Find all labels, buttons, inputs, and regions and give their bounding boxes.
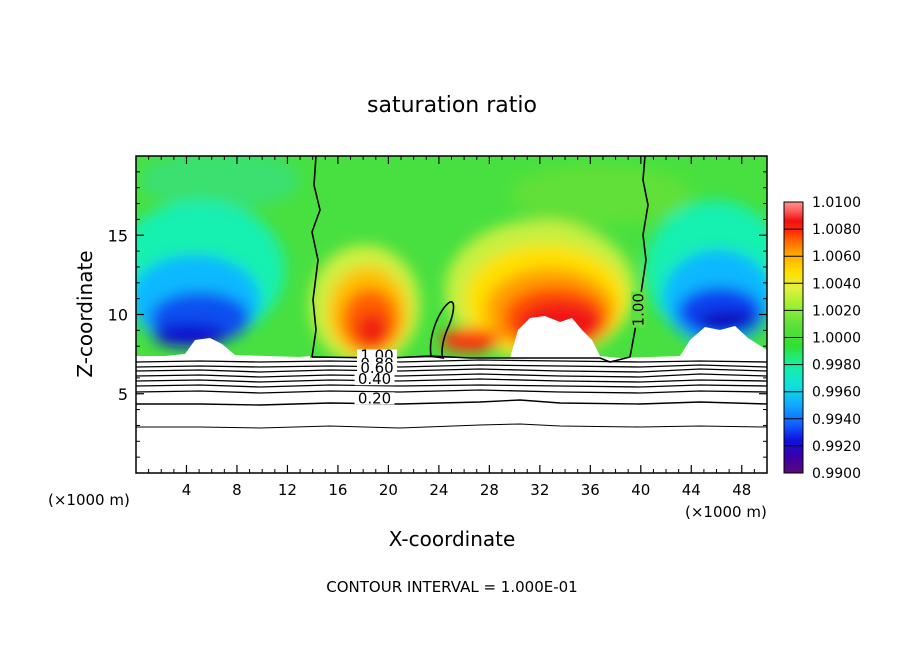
contour-label: 0.60: [360, 359, 393, 377]
colorbar-tick-label: 0.9920: [812, 439, 861, 455]
chart-title: saturation ratio: [367, 93, 537, 118]
x-tick-label: 24: [429, 481, 448, 499]
x-axis: 4 8 12 16 20 24 28 32 36 40 44 48: [148, 156, 755, 499]
field-blob: [356, 312, 388, 348]
field-blob: [698, 310, 758, 334]
contour-label-mask: [357, 362, 398, 375]
white-region: [136, 358, 767, 473]
colorbar-tick-label: 0.9980: [812, 358, 861, 374]
colorbar-ticks: 1.0100 1.0080 1.0060 1.0040 1.0020 1.0000 0.99…: [784, 195, 861, 482]
contour-interval-note: CONTOUR INTERVAL = 1.000E-01: [326, 578, 577, 596]
field-blob: [510, 165, 690, 225]
x-tick-label: 12: [278, 481, 297, 499]
field-blob: [140, 156, 300, 210]
contour-label-mask: [354, 392, 395, 405]
colorbar-tick-label: 1.0080: [812, 222, 861, 238]
x-tick-label: 20: [379, 481, 398, 499]
contour-line: [136, 384, 767, 388]
contour-line: [136, 399, 767, 406]
contour-line: [136, 423, 767, 429]
x-tick-label: 40: [631, 481, 650, 499]
contour-label-mask: [354, 373, 395, 386]
x-tick-label: 48: [732, 481, 751, 499]
colorbar-tick-label: 1.0060: [812, 249, 861, 265]
contour-line: [136, 364, 767, 368]
y-axis: 5 10 15: [108, 171, 767, 458]
colorbar-tick-label: 1.0020: [812, 303, 861, 319]
contour-line: [311, 156, 321, 358]
heatmap-field: [136, 156, 767, 473]
contour-line: [136, 389, 767, 394]
contour-line: [136, 373, 767, 378]
field-blob: [440, 328, 500, 352]
y-axis-label: Z-coordinate: [73, 250, 97, 377]
contour-line: [136, 359, 767, 363]
contour-label: 1.00: [629, 293, 647, 326]
y-tick-label: 15: [108, 226, 128, 245]
colorbar-tick-label: 1.0000: [812, 331, 861, 347]
x-tick-label: 44: [682, 481, 701, 499]
x-tick-label: 36: [581, 481, 600, 499]
contour-line: [136, 368, 767, 373]
y-tick-label: 5: [118, 385, 128, 404]
colorbar: 1.0100 1.0080 1.0060 1.0040 1.0020 1.0000 0.99…: [783, 195, 861, 482]
x-tick-label: 8: [232, 481, 242, 499]
contour-label: 0.40: [358, 370, 391, 388]
x-tick-label: 32: [530, 481, 549, 499]
contour-labels: 1.001.000.800.600.400.20: [354, 291, 647, 407]
contour-line: [136, 378, 767, 383]
x-tick-label: 28: [480, 481, 499, 499]
x-unit-left: (×1000 m): [48, 491, 130, 509]
colorbar-tick-label: 0.9900: [812, 466, 861, 482]
colorbar-tick-label: 0.9960: [812, 385, 861, 401]
colorbar-tick-label: 1.0100: [812, 195, 861, 211]
contour-line: [429, 301, 455, 360]
x-tick-label: 16: [328, 481, 347, 499]
contour-label-mask: [631, 291, 646, 328]
x-tick-label: 4: [182, 481, 192, 499]
x-axis-label: X-coordinate: [389, 527, 516, 551]
y-tick-label: 10: [108, 306, 128, 325]
colorbar-tick-label: 1.0040: [812, 276, 861, 292]
colorbar-tick-label: 0.9940: [812, 412, 861, 428]
contour-label: 0.20: [358, 389, 391, 407]
x-unit-right: (×1000 m): [685, 503, 767, 521]
